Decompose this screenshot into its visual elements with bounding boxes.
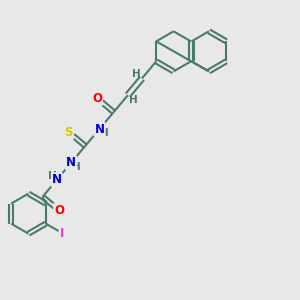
Text: N: N bbox=[94, 122, 104, 136]
Text: I: I bbox=[60, 227, 64, 240]
Text: O: O bbox=[92, 92, 102, 105]
Text: H: H bbox=[72, 162, 80, 172]
Text: S: S bbox=[64, 126, 73, 139]
Text: H: H bbox=[47, 171, 56, 181]
Text: N: N bbox=[52, 173, 62, 186]
Text: N: N bbox=[66, 156, 76, 170]
Text: H: H bbox=[100, 128, 109, 138]
Text: H: H bbox=[132, 69, 141, 79]
Text: H: H bbox=[129, 95, 138, 105]
Text: O: O bbox=[54, 204, 64, 217]
